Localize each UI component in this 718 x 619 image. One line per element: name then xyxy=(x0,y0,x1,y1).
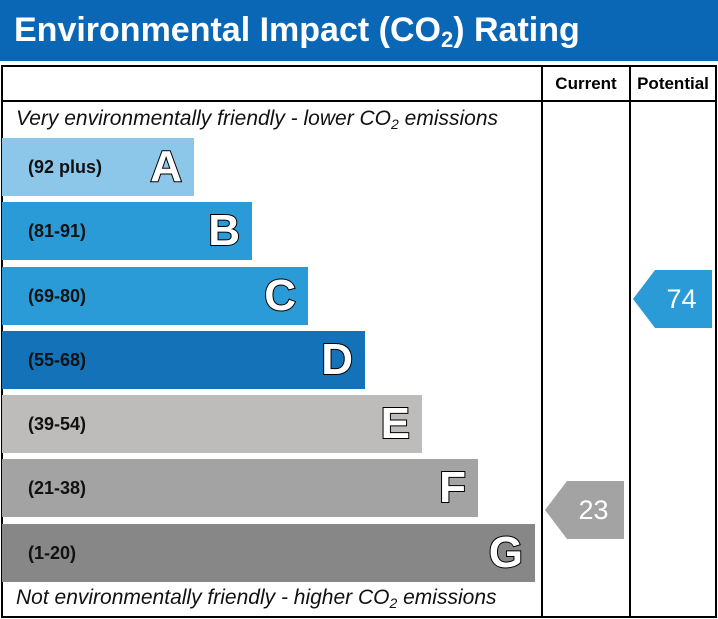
band-letter: F xyxy=(438,462,467,513)
page-title: Environmental Impact (CO2) Rating xyxy=(0,0,718,61)
band-range: (1-20) xyxy=(28,543,77,563)
potential-rating-value: 74 xyxy=(666,284,697,314)
top-note: Very environmentally friendly - lower CO… xyxy=(16,107,499,132)
band-c: (69-80) C xyxy=(2,267,308,325)
band-range: (21-38) xyxy=(28,478,87,498)
band-range: (81-91) xyxy=(28,221,87,241)
column-header-potential: Potential xyxy=(637,74,709,93)
band-range: (55-68) xyxy=(28,350,87,370)
header-divider xyxy=(1,100,717,102)
band-range: (92 plus) xyxy=(28,157,103,177)
band-range: (69-80) xyxy=(28,286,87,306)
band-letter: C xyxy=(263,270,297,321)
band-range: (39-54) xyxy=(28,414,87,434)
divider-current xyxy=(541,65,543,618)
band-a: (92 plus) A xyxy=(2,138,194,196)
divider-potential xyxy=(629,65,631,618)
band-g: (1-20) G xyxy=(2,524,535,582)
band-letter: A xyxy=(149,141,183,192)
band-d: (55-68) D xyxy=(2,331,365,389)
bottom-note: Not environmentally friendly - higher CO… xyxy=(16,586,497,611)
band-b: (81-91) B xyxy=(2,202,252,260)
current-rating-value: 23 xyxy=(578,495,609,525)
current-rating-arrow: 23 xyxy=(545,481,624,539)
band-letter: E xyxy=(380,398,411,449)
band-e: (39-54) E xyxy=(2,395,422,453)
band-letter: G xyxy=(488,527,524,578)
band-letter: D xyxy=(320,334,354,385)
band-letter: B xyxy=(207,205,241,256)
column-header-current: Current xyxy=(555,74,617,93)
band-f: (21-38) F xyxy=(2,459,478,517)
